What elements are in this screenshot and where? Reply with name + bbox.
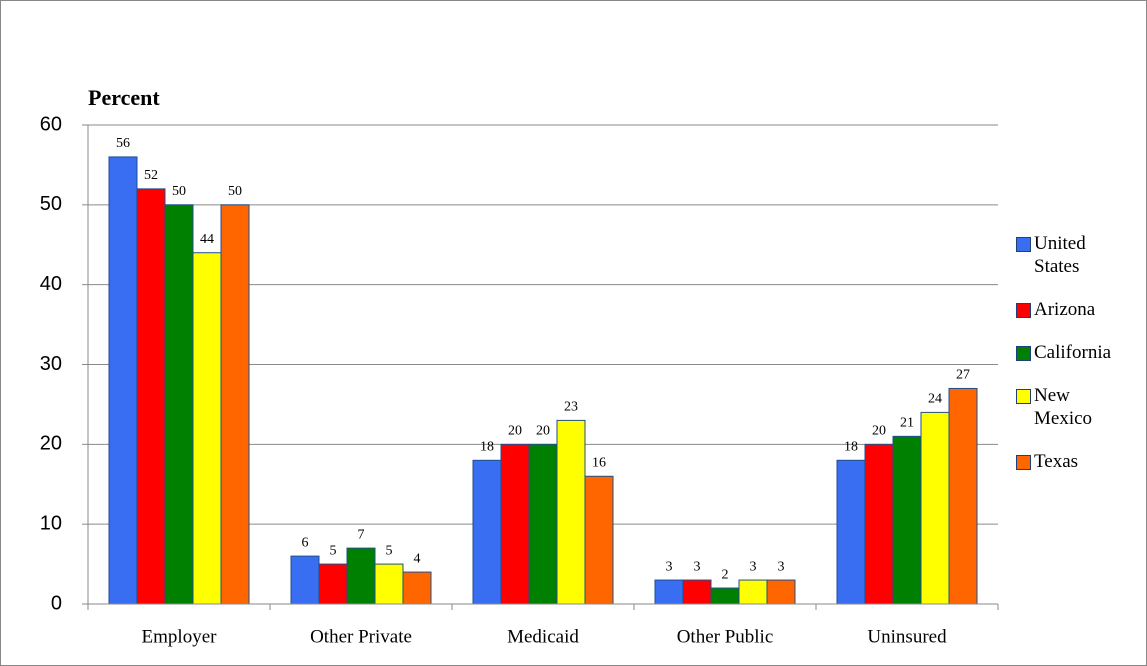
bar <box>472 459 502 605</box>
value-label: 21 <box>900 416 914 431</box>
bar <box>710 587 740 605</box>
bar <box>920 411 950 605</box>
bar <box>346 547 376 605</box>
bar <box>682 579 712 605</box>
bar <box>220 204 250 605</box>
legend-label: Texas <box>1034 451 1079 472</box>
bar <box>528 443 558 605</box>
bar <box>108 156 138 605</box>
value-label: 27 <box>956 368 970 383</box>
value-label: 4 <box>414 551 421 566</box>
y-tick-label: 0 <box>51 592 62 614</box>
value-label: 3 <box>778 559 785 574</box>
bar <box>738 579 768 605</box>
bar <box>374 563 404 605</box>
value-label: 6 <box>302 535 309 550</box>
value-label: 20 <box>536 424 550 439</box>
bar <box>136 188 166 605</box>
legend-label: New Mexico <box>1034 385 1093 429</box>
x-tick-label: Employer <box>142 626 218 647</box>
y-tick-label: 30 <box>40 353 62 375</box>
bar <box>318 563 348 605</box>
legend-swatch <box>1016 389 1031 404</box>
value-label: 56 <box>116 136 130 151</box>
bar <box>500 443 530 605</box>
y-tick-label: 10 <box>40 512 62 534</box>
value-label: 16 <box>592 455 606 470</box>
value-label: 50 <box>228 184 242 199</box>
bar <box>584 475 614 605</box>
y-tick-label: 40 <box>40 273 62 295</box>
y-tick-label: 60 <box>40 113 62 135</box>
legend-swatch <box>1016 346 1031 361</box>
legend-swatch <box>1016 455 1031 470</box>
y-tick-label: 20 <box>40 433 62 455</box>
value-label: 52 <box>144 168 158 183</box>
bar <box>836 459 866 605</box>
value-label: 23 <box>564 400 578 415</box>
value-label: 2 <box>722 567 729 582</box>
x-tick-label: Medicaid <box>507 626 579 647</box>
value-label: 18 <box>480 440 494 455</box>
bar <box>864 443 894 605</box>
value-label: 20 <box>508 424 522 439</box>
value-label: 7 <box>358 527 365 542</box>
bar <box>192 252 222 605</box>
legend-item: Arizona <box>1016 298 1144 321</box>
value-label: 18 <box>844 440 858 455</box>
value-label: 20 <box>872 424 886 439</box>
value-label: 3 <box>750 559 757 574</box>
legend-label: United States <box>1034 233 1086 277</box>
legend-item: California <box>1016 341 1144 364</box>
legend-swatch <box>1016 303 1031 318</box>
bar <box>402 571 432 605</box>
legend-swatch <box>1016 237 1031 252</box>
x-tick-label: Uninsured <box>867 626 947 647</box>
value-label: 3 <box>694 559 701 574</box>
bar <box>948 387 978 605</box>
legend-label: California <box>1034 342 1112 363</box>
y-axis-label: Percent <box>88 85 160 110</box>
bar <box>164 204 194 605</box>
bar <box>654 579 684 605</box>
legend: United States Arizona California New Mexico… <box>1016 232 1144 493</box>
bar <box>556 419 586 605</box>
value-label: 50 <box>172 184 186 199</box>
x-tick-label: Other Private <box>310 626 412 647</box>
bar <box>766 579 796 605</box>
value-label: 5 <box>330 543 337 558</box>
bar <box>892 435 922 605</box>
value-label: 5 <box>386 543 393 558</box>
legend-item: Texas <box>1016 450 1144 473</box>
legend-item: United States <box>1016 232 1144 278</box>
y-tick-label: 50 <box>40 193 62 215</box>
value-label: 3 <box>666 559 673 574</box>
value-label: 24 <box>928 392 942 407</box>
x-tick-label: Other Public <box>677 626 774 647</box>
legend-label: Arizona <box>1034 299 1096 320</box>
bar <box>290 555 320 605</box>
value-label: 44 <box>200 232 214 247</box>
legend-item: New Mexico <box>1016 384 1144 430</box>
